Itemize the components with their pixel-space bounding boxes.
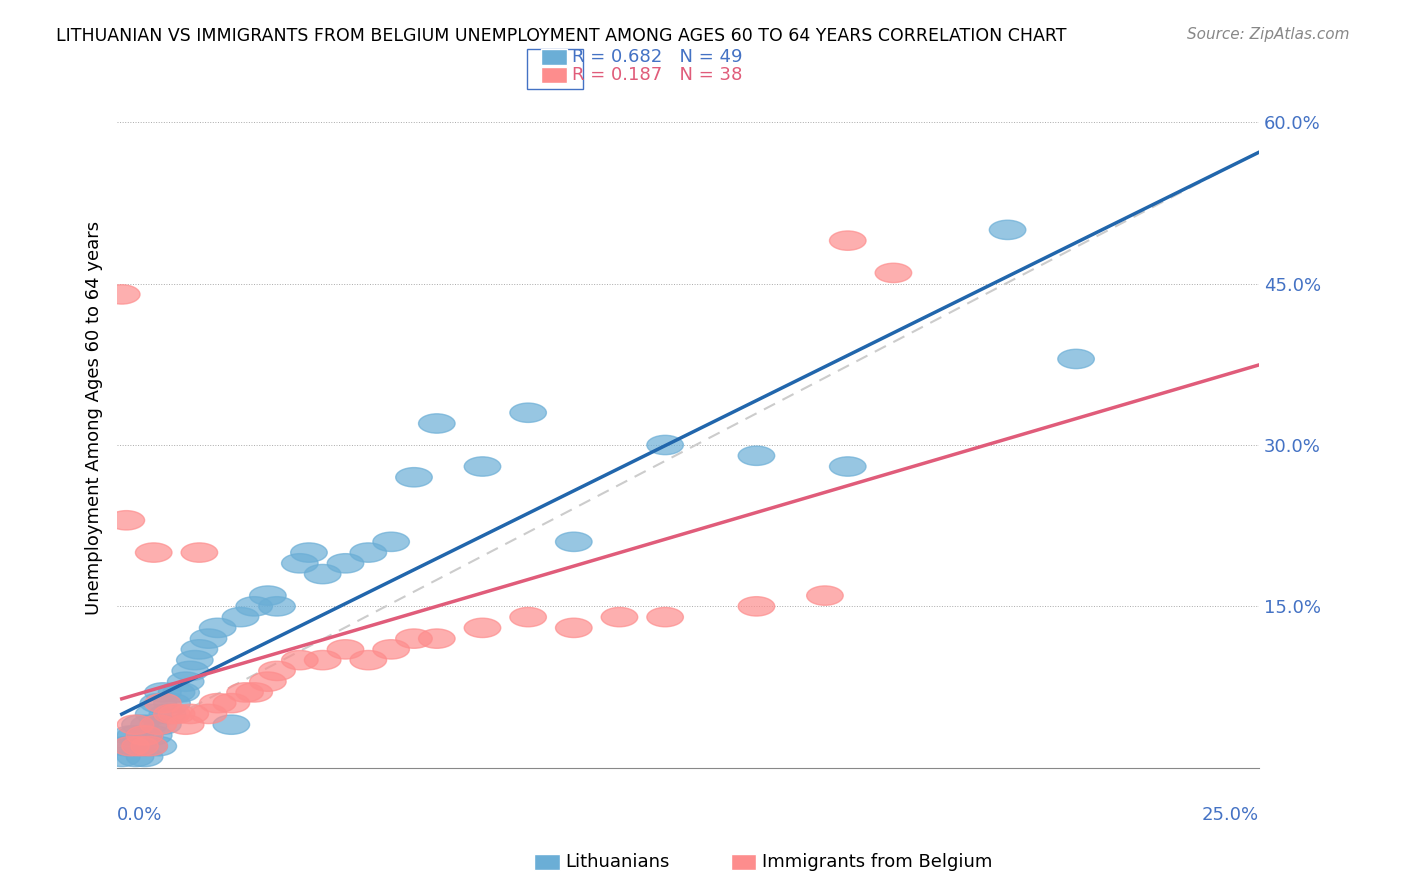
Ellipse shape [153,693,190,713]
Ellipse shape [281,650,318,670]
Text: Immigrants from Belgium: Immigrants from Belgium [762,853,993,871]
Text: R = 0.187   N = 38: R = 0.187 N = 38 [572,66,742,84]
Ellipse shape [1057,350,1094,368]
Ellipse shape [167,715,204,734]
Ellipse shape [464,618,501,638]
Y-axis label: Unemployment Among Ages 60 to 64 years: Unemployment Among Ages 60 to 64 years [86,221,103,615]
Ellipse shape [145,693,181,713]
Ellipse shape [304,650,340,670]
Ellipse shape [395,629,432,648]
Ellipse shape [350,543,387,562]
Ellipse shape [145,682,181,702]
Ellipse shape [602,607,638,627]
Ellipse shape [141,693,177,713]
Ellipse shape [200,693,236,713]
Ellipse shape [135,726,172,745]
Ellipse shape [373,533,409,551]
Text: Source: ZipAtlas.com: Source: ZipAtlas.com [1187,27,1350,42]
Ellipse shape [172,661,208,681]
Ellipse shape [830,457,866,476]
Ellipse shape [122,715,159,734]
Ellipse shape [555,533,592,551]
Ellipse shape [190,629,226,648]
Ellipse shape [214,693,250,713]
Ellipse shape [127,726,163,745]
Ellipse shape [510,403,547,423]
Ellipse shape [214,715,250,734]
Ellipse shape [259,661,295,681]
Ellipse shape [875,263,911,283]
Ellipse shape [181,543,218,562]
Ellipse shape [419,414,456,434]
Ellipse shape [135,705,172,723]
Ellipse shape [159,682,195,702]
Ellipse shape [122,737,159,756]
Ellipse shape [464,457,501,476]
Ellipse shape [117,715,153,734]
Ellipse shape [395,467,432,487]
Ellipse shape [328,640,364,659]
Ellipse shape [738,597,775,616]
Ellipse shape [145,715,181,734]
Ellipse shape [350,650,387,670]
Ellipse shape [112,726,149,745]
Ellipse shape [328,554,364,573]
Ellipse shape [738,446,775,466]
Ellipse shape [807,586,844,606]
Ellipse shape [127,726,163,745]
Ellipse shape [122,737,159,756]
Ellipse shape [159,705,195,723]
Ellipse shape [127,747,163,766]
Ellipse shape [172,705,208,723]
Ellipse shape [104,285,141,304]
Ellipse shape [131,737,167,756]
Ellipse shape [226,682,263,702]
Ellipse shape [304,565,340,583]
Ellipse shape [108,737,145,756]
Ellipse shape [153,705,190,723]
Text: 25.0%: 25.0% [1202,806,1258,824]
Ellipse shape [181,640,218,659]
Ellipse shape [419,629,456,648]
Ellipse shape [990,220,1026,240]
Ellipse shape [259,597,295,616]
Ellipse shape [163,682,200,702]
Ellipse shape [131,715,167,734]
Ellipse shape [112,737,149,756]
Text: Lithuanians: Lithuanians [565,853,669,871]
Ellipse shape [373,640,409,659]
Ellipse shape [555,618,592,638]
Ellipse shape [222,607,259,627]
Ellipse shape [200,618,236,638]
Ellipse shape [108,510,145,530]
Ellipse shape [117,726,153,745]
Ellipse shape [112,737,149,756]
Text: R = 0.682   N = 49: R = 0.682 N = 49 [572,48,742,66]
Text: LITHUANIAN VS IMMIGRANTS FROM BELGIUM UNEMPLOYMENT AMONG AGES 60 TO 64 YEARS COR: LITHUANIAN VS IMMIGRANTS FROM BELGIUM UN… [56,27,1067,45]
Ellipse shape [510,607,547,627]
Text: 0.0%: 0.0% [117,806,163,824]
Ellipse shape [141,737,177,756]
Ellipse shape [177,650,214,670]
Ellipse shape [250,586,287,606]
Ellipse shape [135,543,172,562]
Ellipse shape [250,672,287,691]
Ellipse shape [647,435,683,455]
Ellipse shape [236,597,273,616]
Ellipse shape [281,554,318,573]
Ellipse shape [190,705,226,723]
Ellipse shape [149,705,186,723]
Ellipse shape [236,682,273,702]
Ellipse shape [167,672,204,691]
Ellipse shape [291,543,328,562]
Ellipse shape [104,747,141,766]
Ellipse shape [830,231,866,251]
Ellipse shape [117,747,153,766]
Ellipse shape [647,607,683,627]
Ellipse shape [131,737,167,756]
Ellipse shape [141,715,177,734]
